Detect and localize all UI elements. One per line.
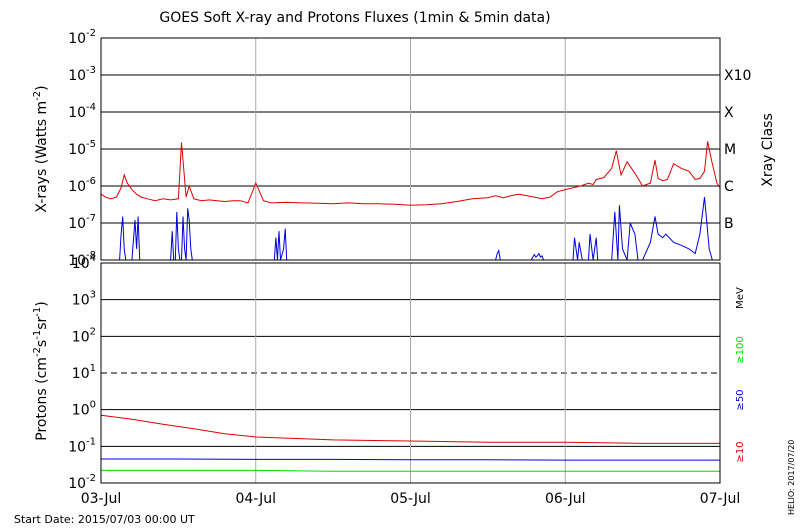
- x-tick-label: 04-Jul: [235, 491, 276, 507]
- xray-ytick-label: 10-8: [68, 250, 96, 269]
- proton-ytick-label: 10-1: [68, 436, 96, 455]
- proton-ylabel: Protons (cm-2s-1sr-1): [32, 301, 50, 440]
- proton-series: [100, 414, 720, 472]
- chart-title: GOES Soft X-ray and Protons Fluxes (1min…: [159, 10, 550, 26]
- credit-label: HELIO: 2017/07/20: [787, 440, 796, 515]
- xray-long-series: [100, 141, 721, 206]
- proton-ytick-label: 104: [72, 253, 96, 272]
- xray-ytick-label: 10-6: [68, 176, 96, 195]
- proton-ytick-label: 10-2: [68, 473, 96, 492]
- proton-100mev-series: [101, 469, 720, 472]
- legend-entry: ≥100: [735, 336, 746, 363]
- xray-ytick-label: 10-2: [68, 28, 96, 47]
- proton-grid: [101, 263, 720, 483]
- xray-plot-frame: [100, 37, 721, 261]
- legend-entry: ≥10: [735, 441, 746, 462]
- xray-panel: 10-8 10-7 10-6 10-5 10-4 10-3 10-2 B C M X X10 Xra…: [32, 28, 776, 269]
- proton-plot-frame: [100, 262, 721, 484]
- proton-ytick-label: 103: [72, 290, 96, 309]
- xray-ytick-label: 10-7: [68, 213, 96, 232]
- proton-panel: 10-2 10-1 100 101 102 103 104 03-Jul 04-Jul 05-J…: [32, 253, 746, 507]
- xray-ytick-label: 10-4: [68, 102, 96, 121]
- proton-10mev-series: [100, 414, 720, 444]
- proton-ytick-labels: 10-2 10-1 100 101 102 103 104: [68, 253, 96, 492]
- xray-ytick-labels: 10-8 10-7 10-6 10-5 10-4 10-3 10-2: [68, 28, 96, 269]
- proton-ytick-label: 102: [72, 326, 96, 345]
- proton-ytick-label: 101: [72, 363, 96, 382]
- xray-class-label: B: [724, 216, 734, 232]
- xray-class-label: M: [724, 142, 736, 158]
- start-date-label: Start Date: 2015/07/03 00:00 UT: [14, 513, 195, 526]
- proton-50mev-series: [101, 458, 720, 461]
- xray-ylabel: X-rays (Watts m-2): [32, 85, 50, 212]
- x-tick-label: 03-Jul: [81, 491, 122, 507]
- xray-class-label: C: [724, 179, 734, 195]
- xray-ytick-label: 10-5: [68, 139, 96, 158]
- xray-grid: [101, 38, 720, 260]
- xray-class-label: X: [724, 105, 734, 121]
- xray-short-series: [116, 197, 717, 261]
- x-tick-label: 06-Jul: [545, 491, 586, 507]
- xray-class-labels: B C M X X10: [724, 68, 751, 232]
- legend-entry: ≥50: [735, 389, 746, 410]
- proton-unit-label: MeV: [735, 287, 746, 309]
- xray-class-axis-title: Xray Class: [760, 113, 776, 187]
- xray-class-label: X10: [724, 68, 751, 84]
- xray-ytick-label: 10-3: [68, 65, 96, 84]
- x-tick-label: 07-Jul: [700, 491, 741, 507]
- proton-ytick-label: 100: [72, 400, 96, 419]
- proton-legend: ≥100 ≥50 ≥10: [735, 336, 746, 462]
- x-tick-labels: 03-Jul 04-Jul 05-Jul 06-Jul 07-Jul: [81, 491, 741, 507]
- x-tick-label: 05-Jul: [390, 491, 431, 507]
